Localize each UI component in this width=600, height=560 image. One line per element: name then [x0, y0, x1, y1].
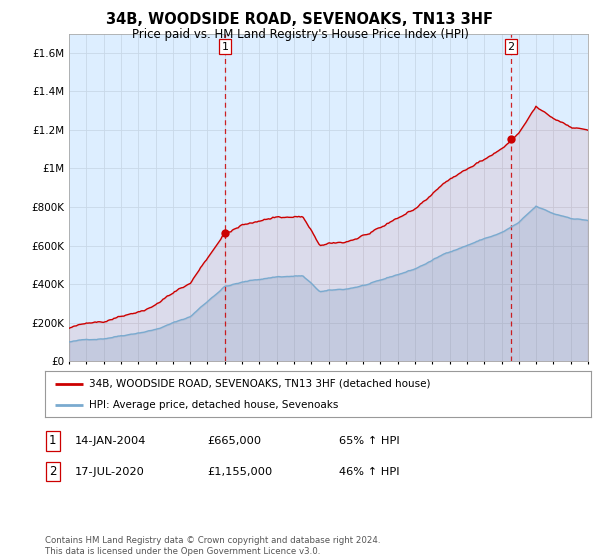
- Text: 1: 1: [222, 42, 229, 52]
- Text: 14-JAN-2004: 14-JAN-2004: [75, 436, 146, 446]
- Text: 2: 2: [507, 42, 514, 52]
- Text: 65% ↑ HPI: 65% ↑ HPI: [339, 436, 400, 446]
- Text: 34B, WOODSIDE ROAD, SEVENOAKS, TN13 3HF (detached house): 34B, WOODSIDE ROAD, SEVENOAKS, TN13 3HF …: [89, 379, 430, 389]
- Text: 1: 1: [49, 434, 56, 447]
- Text: Price paid vs. HM Land Registry's House Price Index (HPI): Price paid vs. HM Land Registry's House …: [131, 28, 469, 41]
- Text: HPI: Average price, detached house, Sevenoaks: HPI: Average price, detached house, Seve…: [89, 400, 338, 410]
- Text: 34B, WOODSIDE ROAD, SEVENOAKS, TN13 3HF: 34B, WOODSIDE ROAD, SEVENOAKS, TN13 3HF: [107, 12, 493, 27]
- Text: 46% ↑ HPI: 46% ↑ HPI: [339, 466, 400, 477]
- Text: £1,155,000: £1,155,000: [207, 466, 272, 477]
- Text: £665,000: £665,000: [207, 436, 261, 446]
- Text: 2: 2: [49, 465, 56, 478]
- Text: Contains HM Land Registry data © Crown copyright and database right 2024.
This d: Contains HM Land Registry data © Crown c…: [45, 536, 380, 556]
- Text: 17-JUL-2020: 17-JUL-2020: [75, 466, 145, 477]
